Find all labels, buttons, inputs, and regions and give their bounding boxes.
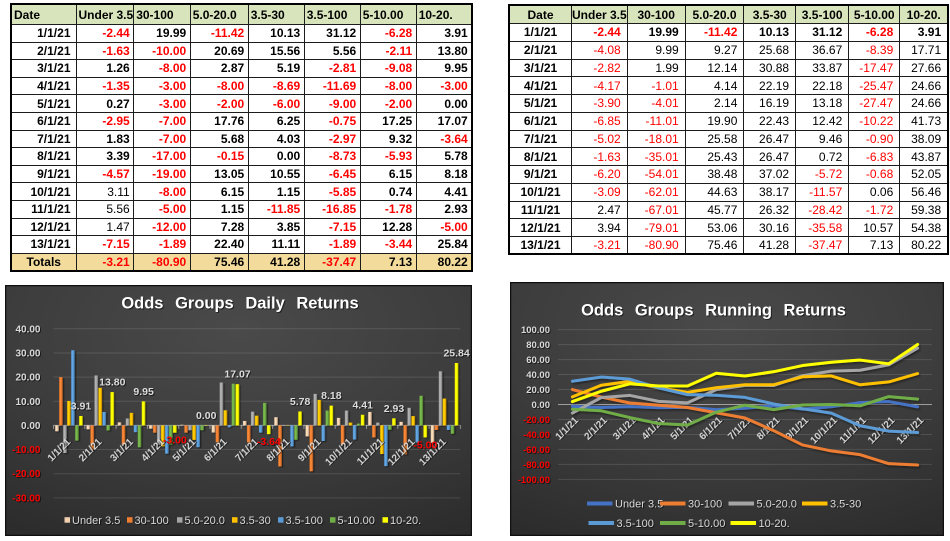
svg-text:-3.00: -3.00 — [163, 435, 187, 447]
svg-text:Under 3.5: Under 3.5 — [615, 499, 663, 511]
svg-text:5-10.00: 5-10.00 — [338, 515, 375, 527]
svg-text:Odds Groups Running Returns: Odds Groups Running Returns — [581, 302, 846, 320]
svg-text:10.00: 10.00 — [15, 397, 40, 408]
svg-text:30-100: 30-100 — [135, 515, 169, 527]
svg-text:-10.00: -10.00 — [12, 445, 41, 456]
svg-text:-40.00: -40.00 — [523, 430, 550, 441]
svg-text:40.00: 40.00 — [15, 324, 40, 335]
svg-text:Under 3.5: Under 3.5 — [72, 515, 120, 527]
svg-text:5.78: 5.78 — [290, 396, 311, 408]
svg-text:80.00: 80.00 — [526, 340, 550, 351]
svg-text:0.00: 0.00 — [196, 410, 217, 422]
svg-text:3.5-30: 3.5-30 — [240, 515, 271, 527]
svg-text:25.84: 25.84 — [443, 348, 469, 360]
svg-text:4.41: 4.41 — [352, 399, 373, 411]
svg-text:2.93: 2.93 — [384, 403, 405, 415]
svg-text:3.5-100: 3.5-100 — [286, 515, 323, 527]
svg-text:Odds Groups Daily Returns: Odds Groups Daily Returns — [121, 295, 358, 313]
svg-text:-60.00: -60.00 — [523, 445, 550, 456]
svg-text:0.00: 0.00 — [21, 421, 41, 432]
svg-text:60.00: 60.00 — [526, 355, 550, 366]
svg-text:20.00: 20.00 — [15, 373, 40, 384]
svg-text:-20.00: -20.00 — [523, 415, 550, 426]
svg-text:5.0-20.0: 5.0-20.0 — [757, 499, 797, 511]
svg-text:-80.00: -80.00 — [523, 460, 550, 471]
svg-text:10-20.: 10-20. — [759, 518, 790, 530]
svg-text:40.00: 40.00 — [526, 370, 550, 381]
svg-text:13.80: 13.80 — [99, 377, 125, 389]
svg-text:30-100: 30-100 — [688, 499, 722, 511]
svg-text:-30.00: -30.00 — [12, 493, 41, 504]
svg-text:5-10.00: 5-10.00 — [688, 518, 725, 530]
svg-text:-3.64: -3.64 — [257, 436, 281, 448]
svg-text:5.0-20.0: 5.0-20.0 — [185, 515, 225, 527]
svg-text:30.00: 30.00 — [15, 348, 40, 359]
svg-text:3.91: 3.91 — [71, 400, 92, 412]
svg-text:3.5-100: 3.5-100 — [617, 518, 654, 530]
svg-text:8.18: 8.18 — [321, 390, 342, 402]
svg-text:-20.00: -20.00 — [12, 469, 41, 480]
svg-text:17.07: 17.07 — [224, 369, 250, 381]
svg-text:100.00: 100.00 — [521, 325, 550, 336]
svg-text:20.00: 20.00 — [526, 385, 550, 396]
svg-text:9.95: 9.95 — [133, 386, 154, 398]
svg-text:0.00: 0.00 — [532, 400, 551, 411]
svg-text:-100.00: -100.00 — [518, 475, 550, 486]
svg-text:-5.00: -5.00 — [413, 439, 437, 451]
svg-text:3.5-30: 3.5-30 — [830, 499, 861, 511]
svg-text:10-20.: 10-20. — [390, 515, 421, 527]
